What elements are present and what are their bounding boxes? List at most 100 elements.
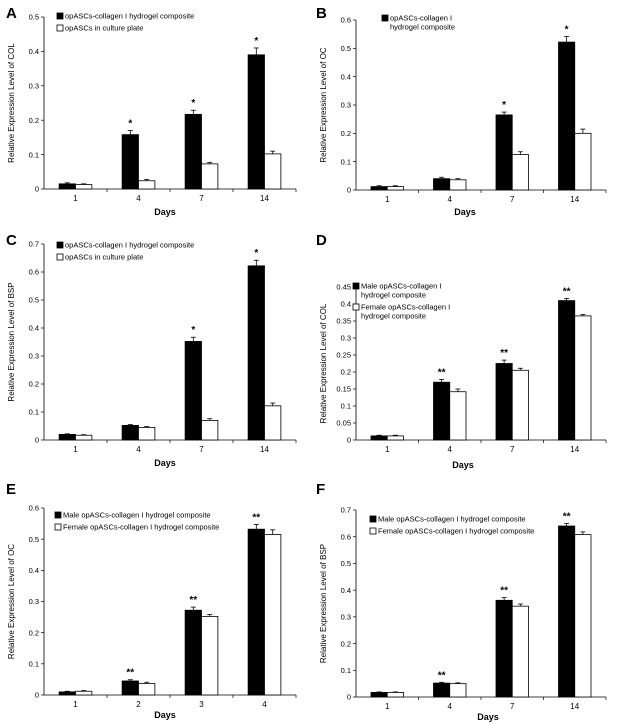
y-tick-label: 0.5 <box>29 296 39 305</box>
x-tick-label: 7 <box>199 194 204 203</box>
legend-swatch <box>352 282 360 290</box>
x-tick-label: 4 <box>448 702 453 711</box>
x-tick-label: 4 <box>136 194 141 203</box>
significance-marker: ** <box>563 511 571 522</box>
legend-swatch <box>56 24 64 32</box>
bar <box>247 265 265 441</box>
bar <box>370 692 388 698</box>
bar <box>121 134 139 190</box>
legend-label: opASCs in culture plate <box>65 24 143 33</box>
bar <box>75 434 93 441</box>
x-tick-label: 7 <box>510 195 515 204</box>
y-tick-label: 0.1 <box>341 402 351 411</box>
x-tick-label: 4 <box>448 195 453 204</box>
y-tick-label: 0.4 <box>29 566 39 575</box>
y-tick-label: 0.25 <box>336 351 351 360</box>
panel-c: C 0 0.1 0.2 0.3 0.4 0.5 0.6 0.7 Relative Expressi… <box>6 232 297 468</box>
bar <box>386 186 404 191</box>
y-tick-label: 0.4 <box>341 72 351 81</box>
bar <box>184 609 202 696</box>
y-tick-label: 0.6 <box>341 532 351 541</box>
significance-marker: ** <box>500 348 508 359</box>
y-tick-label: 0.4 <box>341 300 351 309</box>
bar <box>449 683 467 698</box>
bar <box>495 599 513 698</box>
x-axis-label: Days <box>154 458 176 468</box>
bar <box>558 525 576 698</box>
bar <box>449 391 467 441</box>
y-tick-label: 0.3 <box>29 597 39 606</box>
bar <box>184 113 202 190</box>
x-axis-label: Days <box>477 712 499 722</box>
y-tick-label: 0.1 <box>29 150 39 159</box>
legend-label: Male opASCs-collagen I hydrogel composit… <box>63 511 211 520</box>
panel-d: D 0 0.05 0.1 0.15 0.2 0.25 0.3 0.35 0.4 0.45 Relati… <box>316 232 607 470</box>
x-tick-label: 3 <box>199 700 204 709</box>
significance-marker: ** <box>189 595 197 606</box>
x-tick-label: 7 <box>510 445 515 454</box>
y-tick-label: 0.5 <box>29 535 39 544</box>
significance-marker: * <box>254 36 258 47</box>
x-tick-label: 1 <box>73 445 78 454</box>
y-tick-label: 0.15 <box>336 385 351 394</box>
x-axis-label: Days <box>154 710 176 720</box>
x-tick-label: 7 <box>199 445 204 454</box>
legend-label: Female opASCs-collagen I hydrogel compos… <box>378 527 534 536</box>
y-tick-label: 0.3 <box>341 101 351 110</box>
x-axis-label: Days <box>454 207 476 217</box>
y-tick-label: 0.3 <box>29 82 39 91</box>
legend-label: Male opASCs-collagen I hydrogel composit… <box>378 515 526 524</box>
x-tick-label: 14 <box>260 194 269 203</box>
bar <box>386 435 404 441</box>
panel-label: C <box>6 232 17 249</box>
legend-label: opASCs-collagen I hydrogel composite <box>65 12 194 21</box>
x-tick-label: 1 <box>385 702 390 711</box>
y-tick-label: 0.35 <box>336 317 351 326</box>
bar <box>511 369 529 441</box>
x-tick-label: 1 <box>385 445 390 454</box>
y-tick-label: 0 <box>35 185 39 194</box>
y-tick-label: 0.5 <box>341 559 351 568</box>
y-tick-label: 0.2 <box>29 628 39 637</box>
y-tick-label: 0.1 <box>29 408 39 417</box>
panel-label: D <box>316 232 327 249</box>
bar <box>264 534 282 696</box>
bar <box>264 405 282 441</box>
y-tick-label: 0 <box>347 436 351 445</box>
y-axis-label: Relative Expression Level of OC <box>319 47 328 162</box>
y-tick-label: 0.4 <box>29 47 39 56</box>
significance-marker: ** <box>563 287 571 298</box>
y-tick-label: 0.7 <box>341 506 351 515</box>
y-tick-label: 0.3 <box>29 352 39 361</box>
significance-marker: * <box>565 24 569 35</box>
x-tick-label: 2 <box>136 700 141 709</box>
panel-label: A <box>6 5 17 22</box>
bar <box>495 363 513 441</box>
x-axis-label: Days <box>452 460 474 470</box>
bar <box>264 153 282 190</box>
significance-marker: ** <box>500 586 508 597</box>
legend-swatch <box>369 515 377 523</box>
bar <box>511 605 529 698</box>
bar <box>75 184 93 190</box>
bar <box>138 426 156 441</box>
y-tick-label: 0 <box>347 186 351 195</box>
x-axis-label: Days <box>154 207 176 217</box>
bar <box>58 433 76 441</box>
y-tick-label: 0 <box>35 436 39 445</box>
panel-a: A 0 0.1 0.2 0.3 0.4 0.5 Relative Expression Lev… <box>6 5 297 217</box>
legend-label: opASCs-collagen I hydrogel composite <box>65 241 194 250</box>
panel-e: E 0 0.1 0.2 0.3 0.4 0.5 0.6 Relative Expression … <box>6 481 297 720</box>
bar <box>247 54 265 190</box>
bar <box>370 435 388 441</box>
significance-marker: ** <box>252 513 260 524</box>
panel-label: E <box>6 481 16 498</box>
y-tick-label: 0.2 <box>341 129 351 138</box>
panel-label: F <box>316 481 325 498</box>
legend-label: Female opASCs-collagen I hydrogel compos… <box>63 523 219 532</box>
bar <box>433 381 451 441</box>
y-tick-label: 0.2 <box>29 116 39 125</box>
significance-marker: ** <box>126 668 134 679</box>
y-tick-label: 0.2 <box>29 380 39 389</box>
